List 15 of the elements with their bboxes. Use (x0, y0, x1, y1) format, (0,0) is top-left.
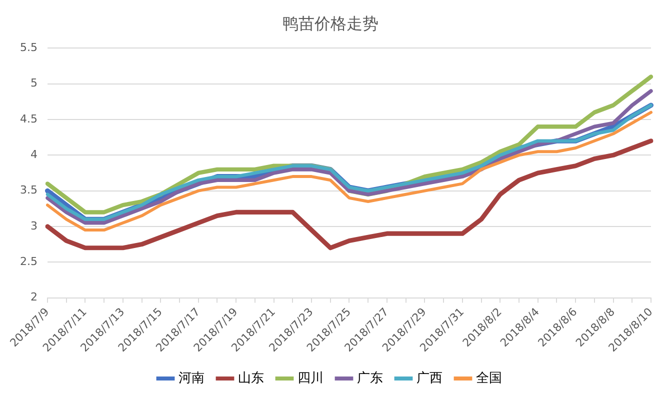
legend-label: 河南 (178, 370, 204, 386)
y-tick-label: 3 (30, 219, 38, 232)
y-tick-label: 4 (30, 148, 38, 162)
y-tick-label: 5.5 (20, 41, 38, 54)
y-tick-label: 4.5 (20, 112, 38, 126)
y-tick-label: 3.5 (20, 184, 38, 197)
y-tick-label: 5 (30, 76, 38, 90)
legend-label: 广东 (357, 370, 383, 386)
legend-label: 四川 (298, 370, 324, 386)
chart-title: 鸭苗价格走势 (282, 14, 378, 33)
legend-label: 山东 (238, 370, 264, 386)
legend-label: 广西 (416, 370, 442, 386)
y-tick-label: 2.5 (20, 254, 38, 268)
y-tick-label: 2 (30, 290, 38, 304)
legend-label: 全国 (476, 370, 502, 386)
